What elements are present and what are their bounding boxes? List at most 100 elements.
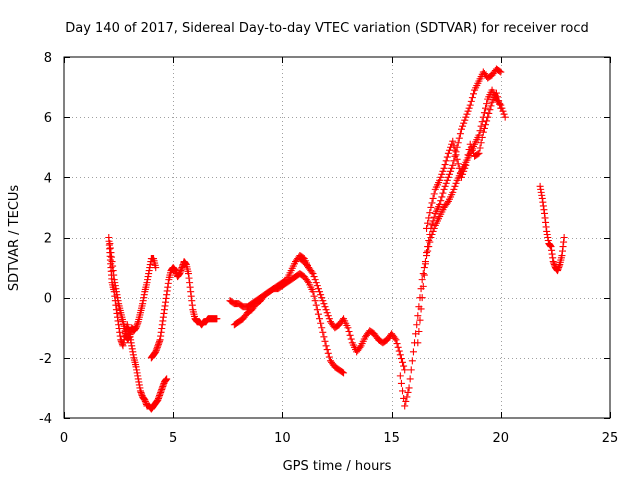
y-tick-label: 8 <box>44 51 52 66</box>
data-point-marker <box>310 273 318 281</box>
data-point-marker <box>402 397 410 405</box>
data-point-marker <box>320 333 328 341</box>
data-point-marker <box>391 334 399 342</box>
data-point-marker <box>414 312 422 320</box>
data-point-marker <box>400 362 408 370</box>
data-point-marker <box>321 337 329 345</box>
data-point-marker <box>465 104 473 112</box>
data-point-marker <box>213 315 221 323</box>
data-point-marker <box>417 305 425 313</box>
data-point-marker <box>319 328 327 336</box>
data-point-marker <box>449 161 457 169</box>
x-axis-label: GPS time / hours <box>283 459 392 474</box>
data-point-marker <box>483 100 491 108</box>
data-point-marker <box>309 270 317 278</box>
data-point-marker <box>437 197 445 205</box>
data-point-marker <box>468 146 476 154</box>
data-point-marker <box>325 353 333 361</box>
data-point-marker <box>440 164 448 172</box>
chart-title: Day 140 of 2017, Sidereal Day-to-day VTE… <box>65 21 589 36</box>
data-point-marker <box>426 230 434 238</box>
data-point-marker <box>439 189 447 197</box>
data-point-marker <box>316 315 324 323</box>
data-point-marker <box>407 366 415 374</box>
data-point-marker <box>344 324 352 332</box>
data-point-marker <box>447 143 455 151</box>
data-point-marker <box>462 161 470 169</box>
data-point-marker <box>466 140 474 148</box>
data-point-marker <box>396 351 404 359</box>
data-point-marker <box>449 188 457 196</box>
data-point-marker <box>426 209 434 217</box>
data-point-marker <box>325 315 333 323</box>
data-point-marker <box>401 366 409 374</box>
y-tick-label: -4 <box>39 412 52 427</box>
data-point-marker <box>482 104 490 112</box>
data-point-marker <box>152 264 160 272</box>
data-points <box>105 65 568 413</box>
data-point-marker <box>451 146 459 154</box>
data-point-marker <box>396 372 404 380</box>
data-point-marker <box>443 199 451 207</box>
data-point-marker <box>316 288 324 296</box>
data-point-marker <box>479 128 487 136</box>
data-point-marker <box>496 67 504 75</box>
data-point-marker <box>482 121 490 129</box>
data-point-marker <box>467 143 475 151</box>
data-point-marker <box>497 104 505 112</box>
data-point-marker <box>312 279 320 287</box>
data-point-marker <box>419 282 427 290</box>
data-point-marker <box>317 291 325 299</box>
data-point-marker <box>450 157 458 165</box>
y-tick-label: 4 <box>44 171 52 186</box>
data-point-marker <box>451 182 459 190</box>
data-point-marker <box>319 297 327 305</box>
data-point-marker <box>437 173 445 181</box>
data-point-marker <box>429 217 437 225</box>
data-point-marker <box>304 277 312 285</box>
data-point-marker <box>338 368 346 376</box>
grid <box>64 57 610 418</box>
data-point-marker <box>313 282 321 290</box>
data-point-marker <box>318 324 326 332</box>
data-point-marker <box>425 214 433 222</box>
data-point-marker <box>416 316 424 324</box>
data-point-marker <box>419 270 427 278</box>
data-point-marker <box>405 384 413 392</box>
data-point-marker <box>484 113 492 121</box>
data-point-marker <box>436 200 444 208</box>
data-point-marker <box>480 124 488 132</box>
data-point-marker <box>340 369 348 377</box>
data-point-marker <box>356 343 364 351</box>
data-point-marker <box>486 106 494 114</box>
data-point-marker <box>394 343 402 351</box>
data-point-marker <box>483 117 491 125</box>
data-point-marker <box>406 375 414 383</box>
data-point-marker <box>430 190 438 198</box>
data-point-marker <box>423 224 431 232</box>
data-point-marker <box>454 139 462 147</box>
data-point-marker <box>494 93 502 101</box>
data-point-marker <box>427 203 435 211</box>
data-point-marker <box>452 151 460 159</box>
data-point-marker <box>415 328 423 336</box>
data-point-marker <box>399 387 407 395</box>
data-point-marker <box>347 335 355 343</box>
data-point-marker <box>452 179 460 187</box>
x-tick-label: 15 <box>383 431 400 446</box>
data-point-marker <box>428 199 436 207</box>
data-point-marker <box>322 342 330 350</box>
data-point-marker <box>478 118 486 126</box>
data-point-marker <box>440 185 448 193</box>
data-point-marker <box>397 355 405 363</box>
x-tick-label: 0 <box>60 431 68 446</box>
y-tick-label: 6 <box>44 111 52 126</box>
x-tick-label: 25 <box>602 431 619 446</box>
data-point-marker <box>475 149 483 157</box>
data-point-marker <box>456 130 464 138</box>
data-point-marker <box>463 156 471 164</box>
data-point-marker <box>477 139 485 147</box>
data-point-marker <box>450 185 458 193</box>
data-point-marker <box>454 160 462 168</box>
data-point-marker <box>403 393 411 401</box>
